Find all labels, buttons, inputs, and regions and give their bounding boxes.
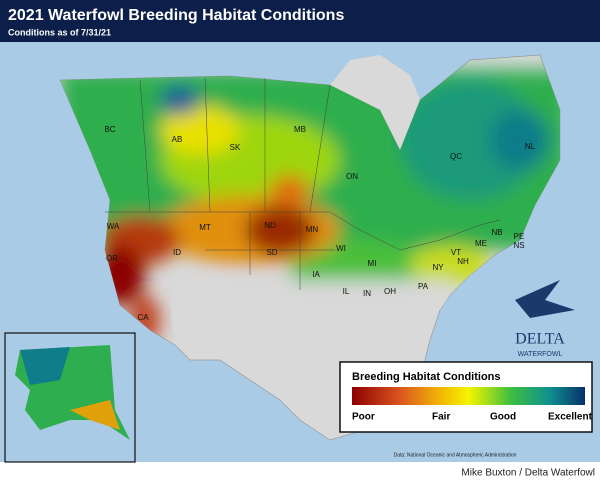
region-labels: BC AB SK MB ON QC NL WA OR ID MT ND SD MN WI IA MI IL IN OH… bbox=[57, 125, 536, 386]
region-label: MT bbox=[199, 223, 211, 232]
land-north bbox=[330, 55, 420, 150]
region-label: VT bbox=[451, 248, 461, 257]
title-bar bbox=[0, 0, 600, 42]
boundaries bbox=[105, 77, 501, 290]
credit: Mike Buxton / Delta Waterfowl bbox=[461, 468, 595, 479]
region-label: AB bbox=[172, 135, 183, 144]
region-label: SD bbox=[266, 248, 277, 257]
region-label: IA bbox=[312, 270, 320, 279]
source: Data: National Oceanic and Atmospheric A… bbox=[394, 452, 517, 458]
region-label: ND bbox=[264, 221, 276, 230]
subtitle: Conditions as of 7/31/21 bbox=[8, 27, 111, 37]
region-label: NS bbox=[513, 241, 524, 250]
region-label: WA bbox=[107, 222, 120, 231]
region-label: MI bbox=[368, 259, 377, 268]
title: 2021 Waterfowl Breeding Habitat Conditio… bbox=[8, 7, 344, 24]
region-label: NL bbox=[525, 142, 536, 151]
logo-sub: WATERFOWL bbox=[518, 351, 563, 358]
region-label: WI bbox=[336, 244, 346, 253]
legend-gradient bbox=[352, 387, 585, 405]
alaska-south bbox=[70, 400, 120, 430]
legend-labels: Poor Fair Good Excellent bbox=[352, 412, 593, 423]
region-label: NY bbox=[432, 263, 444, 272]
logo-bird bbox=[515, 280, 575, 318]
region-label: ME bbox=[475, 239, 487, 248]
legend-label: Poor bbox=[352, 412, 375, 423]
region-label: IL bbox=[343, 287, 350, 296]
alaska-north bbox=[20, 347, 70, 385]
region-label: NH bbox=[457, 257, 469, 266]
region-label: QC bbox=[450, 152, 462, 161]
region-label: OR bbox=[106, 254, 118, 263]
region-label: PA bbox=[418, 282, 429, 291]
region-label: OH bbox=[384, 287, 396, 296]
region-label: MN bbox=[306, 225, 319, 234]
region-label: BC bbox=[104, 125, 115, 134]
logo-name: DELTA bbox=[515, 331, 565, 348]
region-label: NB bbox=[491, 228, 502, 237]
region-label: SK bbox=[230, 143, 241, 152]
region-label: CA bbox=[137, 313, 149, 322]
legend-title: Breeding Habitat Conditions bbox=[352, 371, 501, 383]
region-label: MB bbox=[294, 125, 306, 134]
region-label: ID bbox=[173, 248, 181, 257]
region-label: IN bbox=[363, 289, 371, 298]
region-label: PE bbox=[514, 232, 525, 241]
legend-label: Excellent bbox=[548, 412, 593, 423]
legend-label: Fair bbox=[432, 412, 450, 423]
legend-label: Good bbox=[490, 412, 516, 423]
region-label: ON bbox=[346, 172, 358, 181]
